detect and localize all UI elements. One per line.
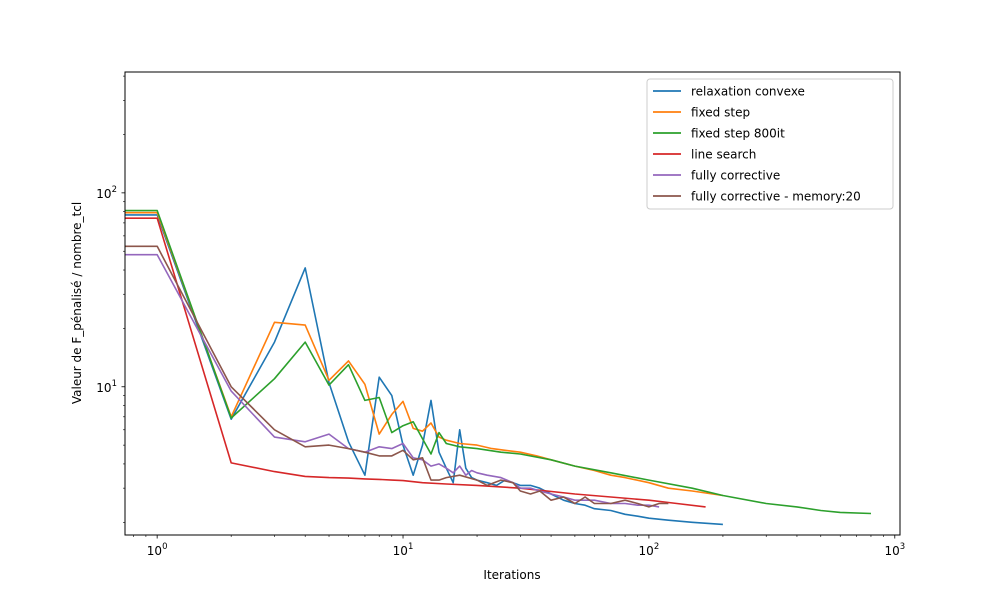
series-line-5 <box>125 245 669 508</box>
series-line-2 <box>125 209 872 515</box>
legend-label-4: fully corrective <box>691 169 780 183</box>
legend-label-2: fixed step 800it <box>691 127 785 141</box>
y-tick-label: 101 <box>96 379 117 395</box>
x-tick-label: 101 <box>393 542 414 558</box>
series-line-3 <box>125 217 706 508</box>
x-tick-label: 102 <box>639 542 660 558</box>
legend-label-3: line search <box>691 148 756 162</box>
plot-frame <box>124 71 901 536</box>
x-tick-label: 103 <box>884 542 905 558</box>
x-tick-label: 100 <box>147 542 168 558</box>
legend-label-5: fully corrective - memory:20 <box>691 190 861 204</box>
y-axis-label: Valeur de F_pénalisé / nombre_tcl <box>70 202 84 404</box>
x-axis-label: Iterations <box>483 568 540 582</box>
y-tick-label: 102 <box>96 185 117 201</box>
series-line-4 <box>125 253 660 508</box>
series-layer <box>125 209 872 526</box>
legend-label-1: fixed step <box>691 106 750 120</box>
legend-box <box>646 78 894 210</box>
series-line-1 <box>125 211 724 497</box>
legend: relaxation convexe fixed step fixed step 8… <box>646 78 894 210</box>
ticks-layer: 100 101 102 103 101 102 <box>96 75 905 558</box>
legend-label-0: relaxation convexe <box>691 85 805 99</box>
